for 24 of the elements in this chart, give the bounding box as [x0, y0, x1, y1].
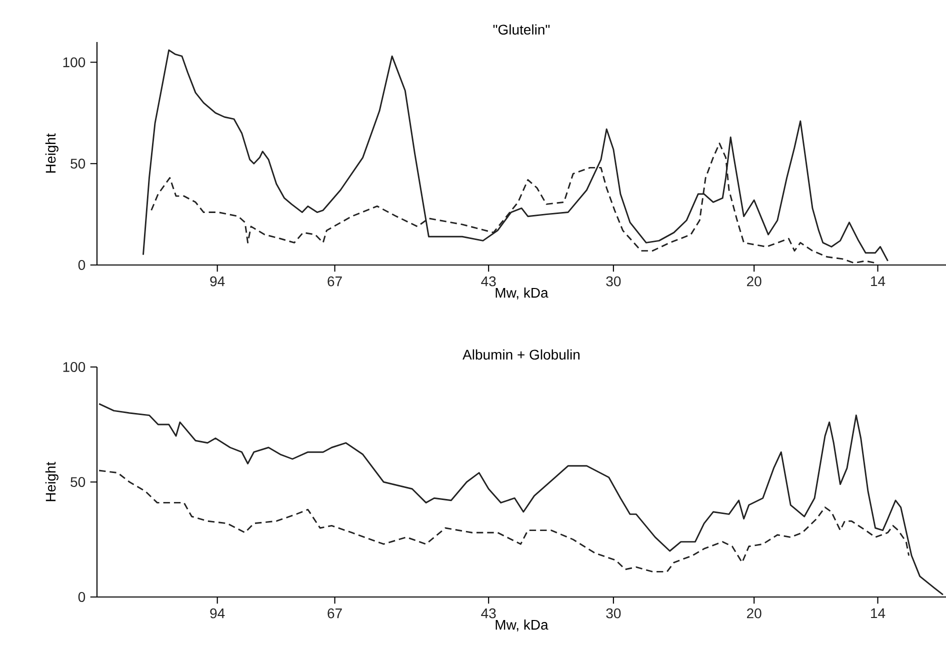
- x-tick-label: 14: [871, 608, 886, 618]
- x-tick-label: 94: [210, 608, 225, 618]
- x-tick-label: 30: [606, 276, 621, 286]
- x-tick-label: 43: [481, 608, 496, 618]
- chart-title: Albumin + Globulin: [462, 349, 580, 360]
- x-tick-label: 43: [481, 276, 496, 286]
- y-tick-label: 100: [63, 362, 86, 372]
- y-tick-label: 50: [70, 477, 86, 487]
- y-axis-title: Height: [45, 133, 58, 173]
- x-tick-label: 94: [210, 276, 225, 286]
- y-tick-label: 0: [78, 592, 86, 602]
- x-axis-title: Mw, kDa: [496, 287, 548, 300]
- x-tick-label: 14: [871, 276, 886, 286]
- x-tick-label: 67: [328, 608, 342, 618]
- y-axis-title: Height: [45, 462, 58, 502]
- y-tick-label: 0: [78, 260, 86, 270]
- x-tick-label: 20: [747, 608, 762, 618]
- y-tick-label: 100: [63, 57, 86, 68]
- x-tick-label: 67: [328, 276, 342, 286]
- x-tick-label: 20: [747, 276, 762, 286]
- x-tick-label: 30: [606, 608, 621, 618]
- x-axis-title: Mw, kDa: [496, 619, 548, 632]
- y-tick-label: 50: [70, 158, 86, 169]
- chart-title: "Glutelin": [493, 24, 550, 35]
